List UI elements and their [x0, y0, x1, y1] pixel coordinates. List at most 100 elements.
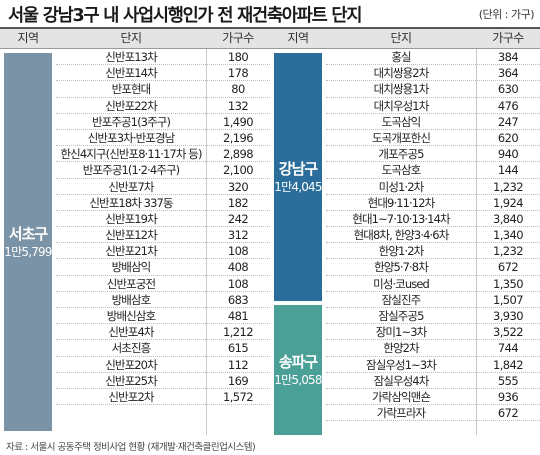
table-row: 신반포4차 1,212	[56, 324, 270, 341]
household-count: 112	[227, 357, 249, 372]
complex-name: 신반포25차	[105, 373, 157, 388]
table-row: 한신4지구(신반포8·11·17차 등) 2,898	[56, 146, 270, 163]
household-count: 320	[227, 179, 249, 194]
complex-name: 현대1~7·10·13·14차	[352, 211, 450, 226]
complex-name: 잠실우성1~3차	[366, 357, 437, 372]
table-left-half: 지역 단지 가구수 서초구 1만5,799 신반포13차 180 신반포14차 178…	[0, 27, 270, 435]
complex-name: 도곡삼호	[381, 163, 422, 178]
complex-name: 한양5·7·8차	[374, 260, 429, 275]
table-row: 개포주공5 940	[326, 146, 540, 163]
header-complex: 단지	[390, 31, 412, 45]
table-row: 방배삼호 683	[56, 292, 270, 308]
household-count: 182	[227, 195, 249, 210]
unit-label: (단위 : 가구)	[478, 8, 535, 21]
complex-name: 홍실	[391, 50, 411, 64]
household-count: 1,232	[493, 179, 524, 194]
complex-name: 대치우성1차	[373, 98, 430, 113]
table-header-left: 지역 단지 가구수	[0, 27, 270, 49]
household-count: 1,490	[223, 114, 254, 129]
household-count: 481	[227, 309, 249, 323]
region-name: 송파구	[278, 352, 318, 371]
complex-name: 한양2차	[383, 341, 419, 356]
complex-name: 신반포13차	[105, 50, 157, 64]
household-count: 630	[497, 82, 519, 97]
table-row: 반포현대 80	[56, 81, 270, 98]
complex-name: 신반포7차	[108, 179, 154, 194]
household-count: 1,232	[493, 244, 524, 259]
complex-name: 잠실주공5	[378, 309, 424, 323]
complex-name: 방배삼익	[111, 260, 152, 275]
source-note: 자료 : 서울시 공동주택 정비사업 현황 (재개발·재건축클린업시스템)	[6, 442, 256, 453]
complex-name: 잠실우성4차	[373, 373, 430, 388]
household-count: 615	[227, 341, 249, 356]
complex-name: 대치쌍용2차	[373, 66, 430, 81]
table-header-right: 지역 단지 가구수	[270, 27, 540, 49]
household-count: 620	[497, 130, 519, 145]
region-gangnam: 강남구 1만4,045	[274, 53, 323, 301]
household-count: 108	[227, 276, 249, 291]
region-seocho: 서초구 1만5,799	[4, 53, 53, 431]
household-count: 3,522	[493, 325, 524, 340]
household-count: 940	[497, 147, 519, 162]
table-row: 한양1·2차 1,232	[326, 243, 540, 260]
region-total: 1만5,799	[4, 244, 52, 259]
household-count: 672	[497, 260, 519, 275]
table-row: 신반포25차 169	[56, 373, 270, 389]
table-row: 신반포20차 112	[56, 357, 270, 373]
household-count: 1,212	[223, 325, 254, 340]
table-row: 신반포3차·반포경남 2,196	[56, 130, 270, 147]
household-count: 247	[497, 114, 519, 129]
header-complex: 단지	[120, 31, 142, 45]
complex-name: 가락삼익맨숀	[371, 389, 431, 404]
complex-name: 신반포18차 337동	[89, 195, 173, 210]
table-row: 대치쌍용1차 630	[326, 81, 540, 98]
complex-name: 서초진흥	[111, 341, 152, 356]
household-count: 384	[497, 50, 519, 64]
household-count: 476	[497, 98, 519, 113]
table-row: 신반포궁전 108	[56, 276, 270, 292]
table-row: 반포주공1(3주구) 1,490	[56, 114, 270, 130]
complex-name: 신반포14차	[105, 66, 157, 81]
complex-name: 대치쌍용1차	[373, 82, 430, 97]
household-count: 408	[227, 260, 249, 275]
column-divider	[476, 49, 477, 435]
table-row: 잠실우성4차 555	[326, 373, 540, 389]
household-count: 3,930	[493, 309, 524, 323]
table-row: 장미1~3차 3,522	[326, 324, 540, 341]
table-row: 홍실 384	[326, 49, 540, 66]
title-bar: 서울 강남3구 내 사업시행인가 전 재건축아파트 단지 (단위 : 가구)	[0, 0, 540, 28]
complex-name: 현대8차, 한양3·4·6차	[353, 228, 450, 243]
complex-name: 한신4지구(신반포8·11·17차 등)	[60, 147, 202, 162]
table-row: 대치우성1차 476	[326, 98, 540, 114]
table-row: 반포주공1(1·2·4주구) 2,100	[56, 162, 270, 179]
table-row: 현대8차, 한양3·4·6차 1,340	[326, 227, 540, 244]
household-count: 936	[497, 389, 519, 404]
complex-name: 한양1·2차	[378, 244, 425, 259]
complex-name: 반포현대	[111, 82, 152, 97]
complex-name: 가락프라자	[376, 406, 426, 421]
household-count: 1,340	[493, 228, 524, 243]
apartment-table: 지역 단지 가구수 서초구 1만5,799 신반포13차 180 신반포14차 178…	[0, 27, 540, 435]
household-count: 1,572	[223, 389, 254, 404]
household-count: 2,898	[223, 147, 254, 162]
household-count: 2,100	[223, 163, 254, 178]
household-count: 242	[227, 211, 249, 226]
table-row: 잠실우성1~3차 1,842	[326, 357, 540, 373]
complex-name: 신반포3차·반포경남	[87, 130, 176, 145]
header-households: 가구수	[492, 31, 524, 45]
rows-left: 신반포13차 180 신반포14차 178 반포현대 80 신반포22차 132 반포주공1(3…	[56, 49, 270, 406]
household-count: 555	[497, 373, 519, 388]
table-row: 도곡개포한신 620	[326, 130, 540, 147]
household-count: 178	[227, 66, 249, 81]
table-row: 신반포14차 178	[56, 65, 270, 82]
household-count: 683	[227, 292, 249, 307]
table-row: 도곡삼호 144	[326, 162, 540, 179]
household-count: 364	[497, 66, 519, 81]
complex-name: 신반포4차	[108, 325, 154, 340]
table-row: 가락프라자 672	[326, 405, 540, 422]
complex-name: 신반포19차	[105, 211, 157, 226]
table-row: 현대1~7·10·13·14차 3,840	[326, 211, 540, 228]
header-households: 가구수	[222, 31, 254, 45]
household-count: 1,507	[493, 292, 524, 307]
table-row: 방배삼익 408	[56, 259, 270, 276]
